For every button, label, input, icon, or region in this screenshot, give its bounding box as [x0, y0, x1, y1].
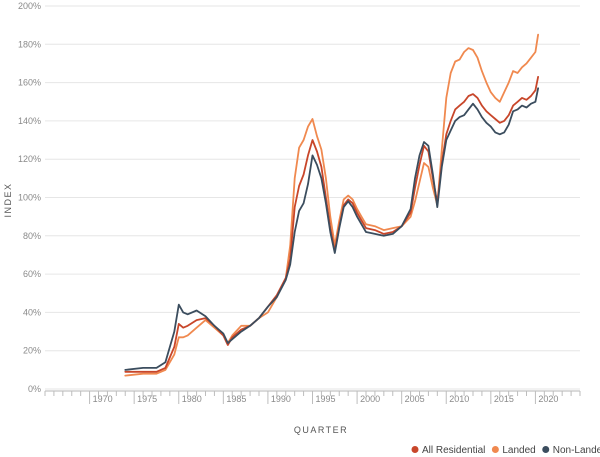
y-tick-label: 120%	[18, 154, 41, 164]
y-tick-label: 80%	[23, 231, 41, 241]
legend-swatch	[491, 446, 499, 453]
legend-swatch	[411, 446, 419, 453]
x-tick-label: 1975	[137, 394, 157, 404]
y-tick-label: 40%	[23, 307, 41, 317]
legend-label: All Residential	[422, 445, 485, 456]
y-tick-label: 60%	[23, 269, 41, 279]
y-tick-label: 0%	[28, 384, 41, 394]
x-axis: 1970 1975 1980 1985 1990 1995 2000 2005 2010 2015…	[44, 390, 581, 404]
y-tick-label: 140%	[18, 116, 41, 126]
legend-label: Non-Landed	[553, 445, 600, 456]
x-tick-label: 2015	[494, 394, 514, 404]
legend: All Residential Landed Non-Landed	[411, 445, 600, 456]
series-lines	[124, 33, 539, 377]
y-tick-label: 200%	[18, 1, 41, 11]
y-axis-ticks: 0% 20% 40% 60% 80% 100% 120% 140% 160% 180% 200%	[18, 1, 41, 394]
x-tick-label: 1985	[226, 394, 246, 404]
x-tick-label: 1995	[316, 394, 336, 404]
x-tick-label: 1970	[93, 394, 113, 404]
x-tick-label: 1980	[182, 394, 202, 404]
x-tick-label: 2005	[405, 394, 425, 404]
y-tick-label: 180%	[18, 39, 41, 49]
series-line-non-landed	[124, 87, 539, 371]
x-tick-label: 2010	[449, 394, 469, 404]
x-tick-label: 1990	[271, 394, 291, 404]
y-tick-label: 100%	[18, 193, 41, 203]
x-axis-title: QUARTER	[294, 425, 348, 435]
y-axis-title: INDEX	[3, 182, 13, 217]
y-tick-label: 160%	[18, 78, 41, 88]
series-line-landed	[124, 33, 539, 377]
y-tick-label: 20%	[23, 346, 41, 356]
grid-lines	[45, 5, 580, 390]
x-tick-label: 2020	[538, 394, 558, 404]
x-tick-label: 2000	[360, 394, 380, 404]
legend-swatch	[542, 446, 550, 453]
legend-label: Landed	[502, 445, 535, 456]
